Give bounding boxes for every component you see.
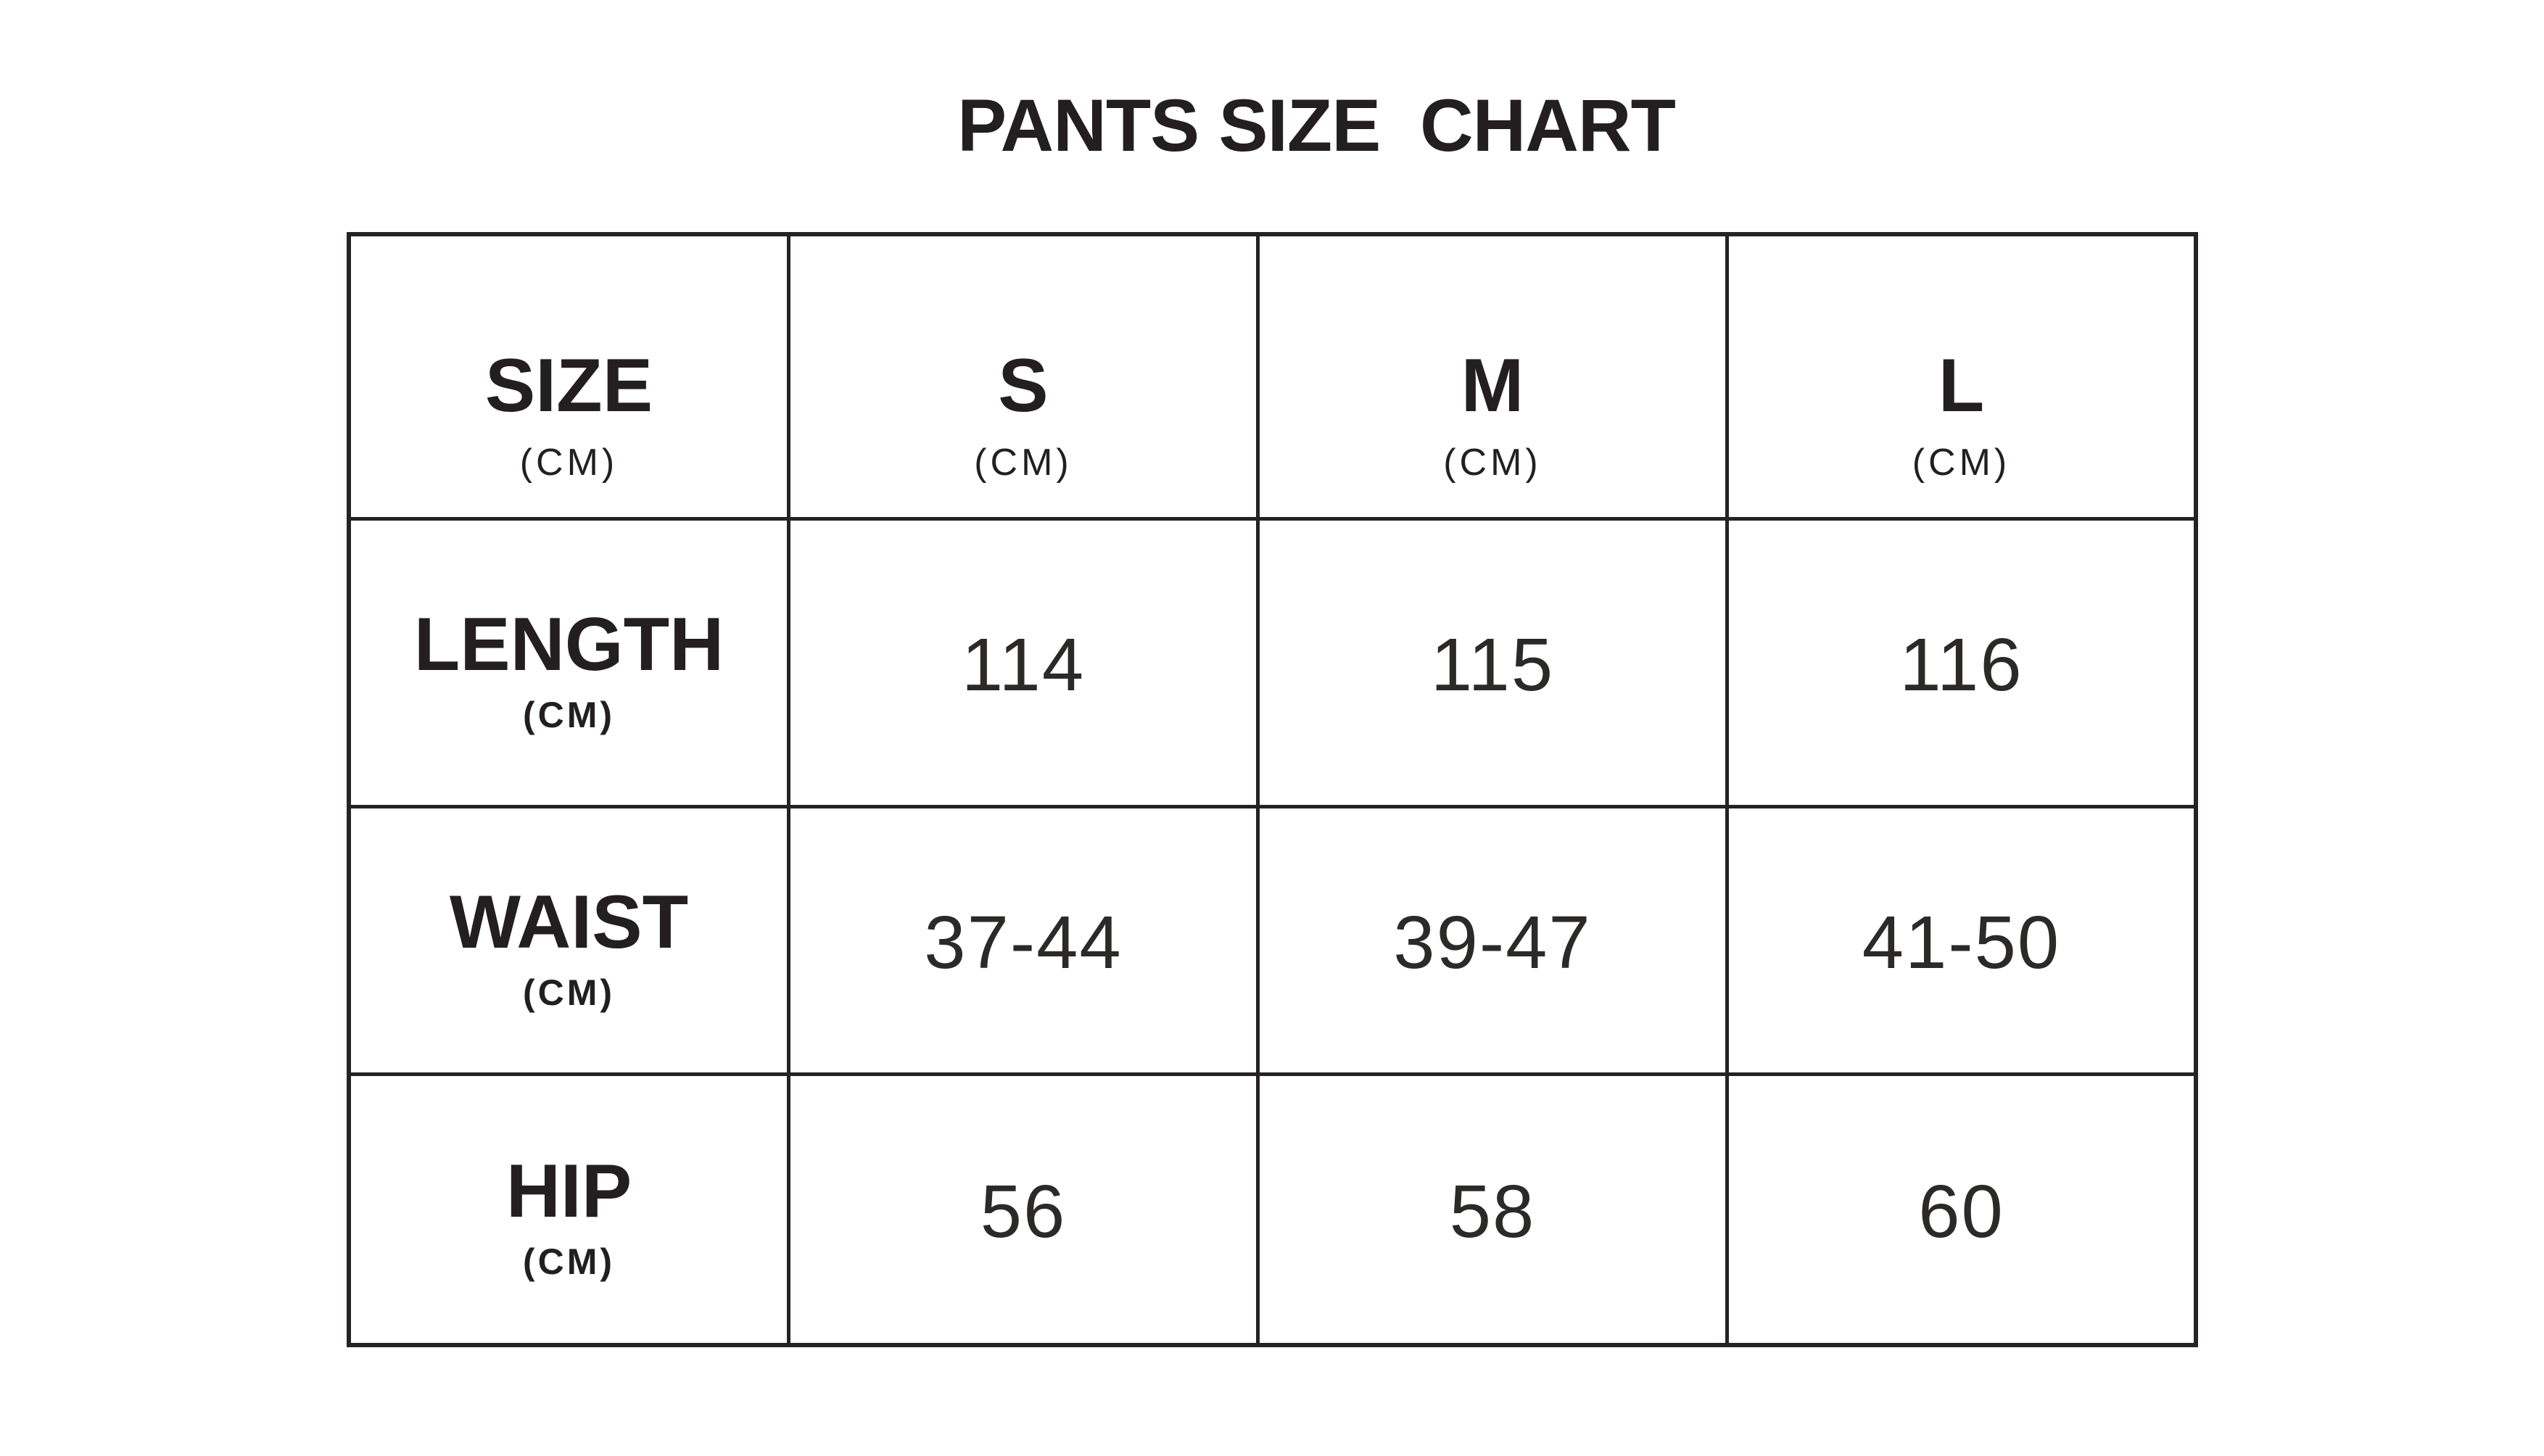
row-label-waist: WAIST (CM) xyxy=(351,808,790,1076)
header-cell-s-content: S (CM) xyxy=(974,348,1073,481)
cell-length-l: 116 xyxy=(1729,521,2194,808)
length-m-value: 115 xyxy=(1430,622,1555,706)
cell-hip-m: 58 xyxy=(1260,1076,1729,1343)
length-l-value: 116 xyxy=(1899,622,2023,706)
hip-s-value: 56 xyxy=(980,1169,1067,1253)
length-s-value: 114 xyxy=(961,622,1086,706)
waist-label: WAIST xyxy=(449,880,689,964)
length-unit: (CM) xyxy=(522,695,616,735)
header-size-label: SIZE xyxy=(484,343,653,428)
hip-unit: (CM) xyxy=(522,1241,616,1282)
waist-s-value: 37-44 xyxy=(924,900,1123,984)
waist-unit: (CM) xyxy=(522,972,616,1013)
header-cell-size: SIZE (CM) xyxy=(351,236,790,521)
cell-length-s: 114 xyxy=(790,521,1260,808)
header-l-label: L xyxy=(1938,343,1985,428)
page-title: PANTS SIZE CHART xyxy=(957,84,1676,167)
hip-m-value: 58 xyxy=(1449,1169,1536,1253)
cell-waist-m: 39-47 xyxy=(1260,808,1729,1076)
header-cell-l-content: L (CM) xyxy=(1912,348,2011,481)
cell-waist-s: 37-44 xyxy=(790,808,1260,1076)
header-cell-m-content: M (CM) xyxy=(1443,348,1542,481)
cell-hip-l: 60 xyxy=(1729,1076,2194,1343)
cell-waist-l: 41-50 xyxy=(1729,808,2194,1076)
row-label-hip-content: HIP (CM) xyxy=(506,1154,632,1280)
row-label-length: LENGTH (CM) xyxy=(351,521,790,808)
waist-m-value: 39-47 xyxy=(1393,900,1592,984)
waist-l-value: 41-50 xyxy=(1862,900,2061,984)
header-l-unit: (CM) xyxy=(1912,441,2011,484)
header-size-unit: (CM) xyxy=(519,441,619,484)
row-label-waist-content: WAIST (CM) xyxy=(450,885,688,1011)
pants-size-table: SIZE (CM) S (CM) M (CM) L (CM) LENGTH (C… xyxy=(347,232,2198,1347)
header-cell-l: L (CM) xyxy=(1729,236,2194,521)
hip-label: HIP xyxy=(505,1149,632,1233)
header-s-unit: (CM) xyxy=(974,441,1073,484)
length-label: LENGTH xyxy=(413,603,724,687)
header-cell-m: M (CM) xyxy=(1260,236,1729,521)
row-label-length-content: LENGTH (CM) xyxy=(414,607,724,733)
cell-length-m: 115 xyxy=(1260,521,1729,808)
row-label-hip: HIP (CM) xyxy=(351,1076,790,1343)
header-m-label: M xyxy=(1461,343,1524,428)
header-s-label: S xyxy=(998,343,1049,428)
header-cell-size-content: SIZE (CM) xyxy=(485,348,653,481)
header-m-unit: (CM) xyxy=(1443,441,1542,484)
hip-l-value: 60 xyxy=(1918,1169,2004,1253)
header-cell-s: S (CM) xyxy=(790,236,1260,521)
cell-hip-s: 56 xyxy=(790,1076,1260,1343)
